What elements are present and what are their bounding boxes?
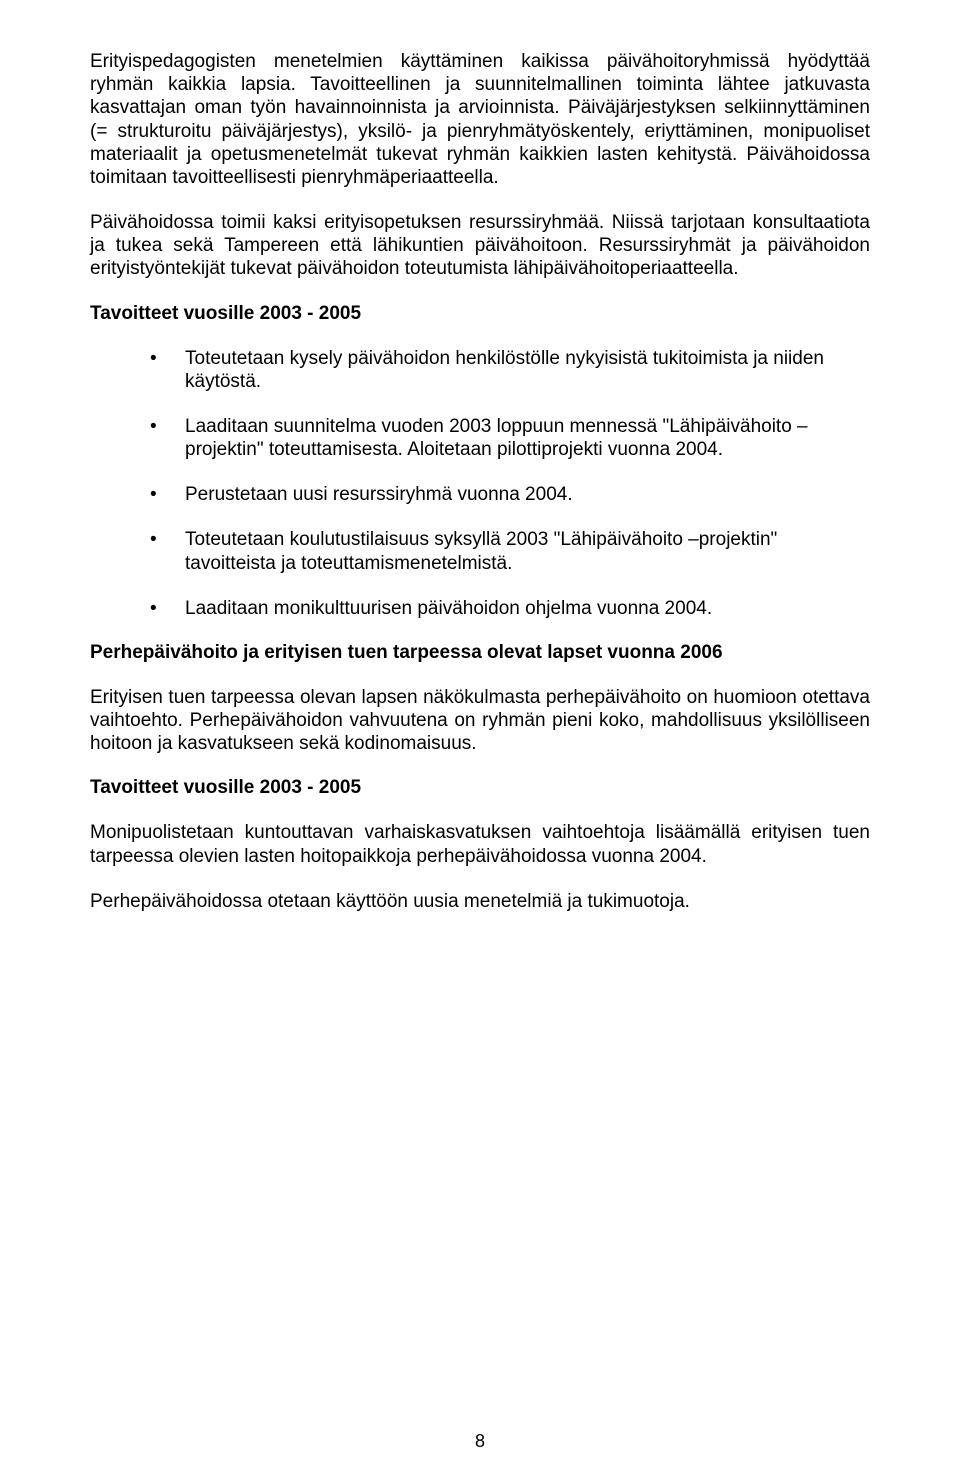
- list-item-text: Laaditaan monikulttuurisen päivähoidon o…: [185, 598, 712, 619]
- paragraph: Erityisen tuen tarpeessa olevan lapsen n…: [90, 686, 870, 756]
- list-item: •Toteutetaan kysely päivähoidon henkilös…: [90, 347, 870, 393]
- bullet-icon: •: [150, 347, 185, 370]
- paragraph: Perhepäivähoidossa otetaan käyttöön uusi…: [90, 890, 870, 913]
- bullet-icon: •: [150, 597, 185, 620]
- list-item-text: Toteutetaan kysely päivähoidon henkilöst…: [185, 348, 824, 392]
- list-item-text: Laaditaan suunnitelma vuoden 2003 loppuu…: [185, 416, 808, 460]
- paragraph: Monipuolistetaan kuntouttavan varhaiskas…: [90, 821, 870, 867]
- section-heading: Tavoitteet vuosille 2003 - 2005: [90, 777, 870, 799]
- bullet-icon: •: [150, 483, 185, 506]
- list-item-text: Toteutetaan koulutustilaisuus syksyllä 2…: [185, 529, 777, 573]
- list-item: •Perustetaan uusi resurssiryhmä vuonna 2…: [90, 483, 870, 506]
- list-item: •Toteutetaan koulutustilaisuus syksyllä …: [90, 528, 870, 574]
- paragraph: Päivähoidossa toimii kaksi erityisopetuk…: [90, 211, 870, 281]
- paragraph: Erityispedagogisten menetelmien käyttämi…: [90, 50, 870, 189]
- list-item: •Laaditaan suunnitelma vuoden 2003 loppu…: [90, 415, 870, 461]
- page-number: 8: [0, 1431, 960, 1452]
- section-heading: Tavoitteet vuosille 2003 - 2005: [90, 303, 870, 325]
- list-item: •Laaditaan monikulttuurisen päivähoidon …: [90, 597, 870, 620]
- section-heading: Perhepäivähoito ja erityisen tuen tarpee…: [90, 642, 870, 664]
- list-item-text: Perustetaan uusi resurssiryhmä vuonna 20…: [185, 484, 573, 505]
- bullet-icon: •: [150, 415, 185, 438]
- document-page: Erityispedagogisten menetelmien käyttämi…: [0, 0, 960, 1482]
- bullet-list: •Toteutetaan kysely päivähoidon henkilös…: [90, 347, 870, 620]
- bullet-icon: •: [150, 528, 185, 551]
